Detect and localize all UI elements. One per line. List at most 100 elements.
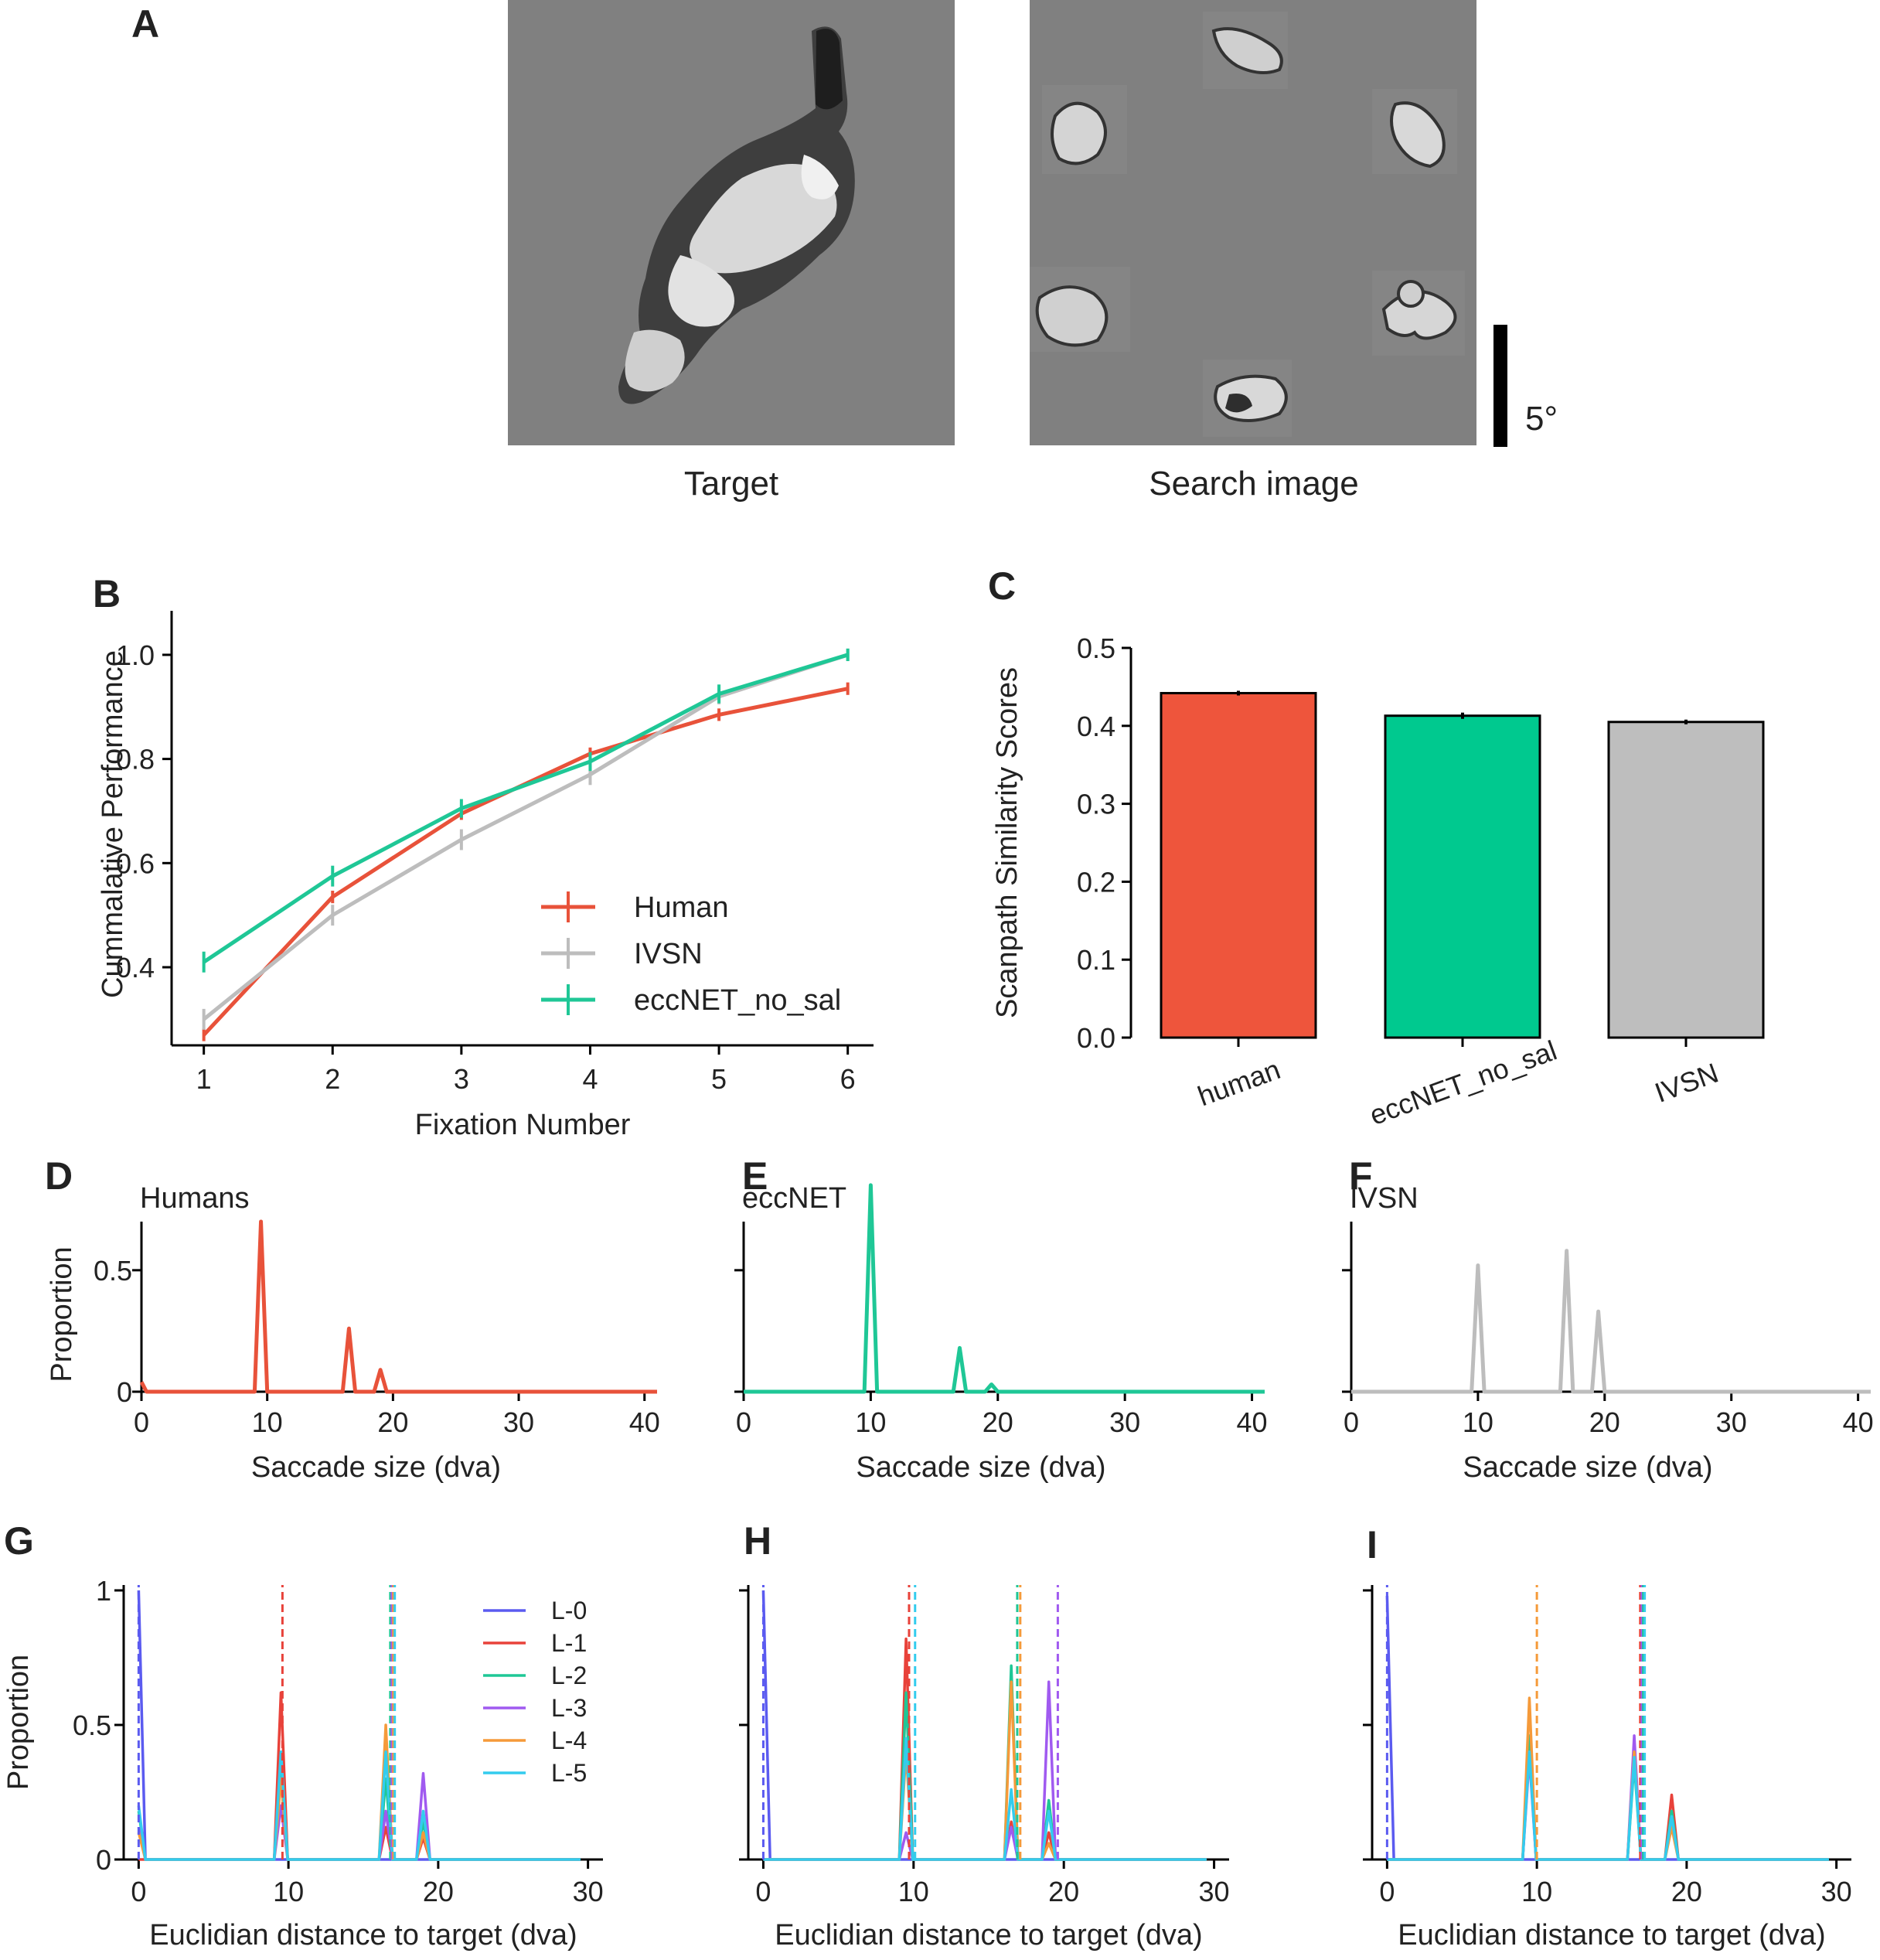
chart-g-distance-humans: 0 10 20 30 0 0.5 1 Euclidian distance to target…: [2, 1575, 604, 1951]
y-tick-label: 0: [96, 1844, 111, 1876]
x-tick-label: 4: [582, 1063, 598, 1095]
legend-label-ivsn: IVSN: [634, 938, 703, 970]
x-tick-label: 20: [377, 1406, 408, 1438]
y-tick-label: 0.8: [116, 744, 155, 775]
x-tick-label: 10: [252, 1406, 283, 1438]
object-upper-left: [1042, 85, 1127, 174]
chart-c-scanpath-similarity: 0.0 0.1 0.2 0.3 0.4 0.5 Scanpath Similarity Sc…: [991, 632, 1765, 1131]
x-tick-label: 20: [1589, 1406, 1620, 1438]
series-line-L-2: [1387, 1734, 1829, 1861]
x-tick-label: 10: [855, 1406, 886, 1438]
x-tick-label: 30: [503, 1406, 534, 1438]
panel-title: Humans: [140, 1182, 250, 1215]
series-line-L-0: [137, 1590, 581, 1861]
x-tick-label: 6: [840, 1063, 856, 1095]
series-line-L-4: [763, 1680, 1207, 1861]
x-tick-label: 0: [134, 1406, 149, 1438]
panel-letter-d: D: [45, 1154, 73, 1198]
x-tick-label: 30: [1199, 1876, 1230, 1907]
x-tick-label: 5: [711, 1063, 727, 1095]
series-line-ivsn: [1351, 1249, 1871, 1394]
legend-label-L-5: L-5: [551, 1759, 587, 1787]
series-line-L-3: [1387, 1734, 1829, 1861]
x-axis-label: Saccade size (dva): [251, 1451, 501, 1484]
x-tick-label: 2: [325, 1063, 340, 1095]
x-tick-label: 10: [273, 1876, 304, 1907]
object-top: [1203, 12, 1288, 89]
chart-h-distance-eccnet: 0 10 20 30 Euclidian distance to target (dva…: [739, 1585, 1230, 1951]
series-line-L-5: [1387, 1750, 1829, 1861]
x-axis-label: Saccade size (dva): [856, 1451, 1105, 1484]
x-tick-label: 0: [131, 1876, 146, 1907]
panel-letter-f: F: [1349, 1154, 1373, 1198]
series-line-eccnet: [203, 653, 849, 964]
bar-eccNET_no_sal: [1384, 714, 1541, 1039]
panel-letter-i: I: [1367, 1523, 1378, 1566]
x-tick-label: 20: [983, 1406, 1013, 1438]
y-tick-label: 0.1: [1077, 944, 1115, 976]
series-line-ivsn: [203, 653, 849, 1021]
x-tick-label: 40: [1843, 1406, 1874, 1438]
series-line-L-5: [763, 1737, 1207, 1861]
legend-label-L-0: L-0: [551, 1597, 587, 1624]
y-tick-label: 0.4: [1077, 711, 1115, 742]
search-caption: Search image: [1149, 465, 1358, 503]
bar-IVSN: [1607, 721, 1765, 1039]
target-image: [508, 0, 955, 445]
x-tick-label: 40: [1237, 1406, 1268, 1438]
y-tick-label: 0.4: [116, 952, 155, 983]
y-axis-label: Cummalative Performance: [97, 650, 129, 998]
y-tick-label: 0.0: [1077, 1022, 1115, 1054]
y-axis-label: Proportion: [2, 1655, 35, 1790]
target-caption: Target: [684, 465, 778, 503]
series-line-L-3: [137, 1771, 581, 1861]
y-tick-label: 0.5: [1077, 632, 1115, 664]
y-tick-label: 1: [96, 1575, 111, 1607]
panel-letter-a: A: [131, 2, 159, 46]
x-tick-label: 20: [1671, 1876, 1702, 1907]
y-tick-label: 0.5: [73, 1709, 111, 1741]
series-line-L-4: [1387, 1696, 1829, 1861]
series-line-L-2: [763, 1664, 1207, 1861]
scale-bar-label: 5°: [1525, 400, 1558, 438]
object-upper-right: [1372, 89, 1457, 174]
x-tick-label: 30: [573, 1876, 604, 1907]
legend-label-L-2: L-2: [551, 1662, 587, 1689]
series-line-L-1: [763, 1637, 1207, 1861]
x-tick-label: IVSN: [1650, 1057, 1722, 1109]
x-axis-label: Euclidian distance to target (dva): [1398, 1919, 1825, 1951]
chart-b-cumulative-performance: 1 2 3 4 5 6 0.4 0.6 0.8 1.0 Fixation Number Cummala…: [97, 611, 874, 1141]
object-lower-right: [1372, 271, 1465, 356]
x-axis-label: Fixation Number: [415, 1109, 631, 1141]
chart-f-ivsn-saccade: 0 10 20 30 40 Saccade size (dva) IVSN: [1342, 1182, 1874, 1484]
y-tick-label: 1.0: [116, 639, 155, 671]
series-line-human: [139, 1219, 657, 1394]
object-bottom: [1203, 360, 1292, 437]
search-image: [1030, 0, 1476, 445]
x-tick-label: 10: [1521, 1876, 1552, 1907]
panel-letter-h: H: [744, 1519, 771, 1563]
cat-target-picture: [618, 26, 855, 404]
x-tick-label: eccNET_no_sal: [1365, 1035, 1561, 1131]
series-line-L-5: [137, 1750, 581, 1861]
y-tick-label: 0.6: [116, 847, 155, 879]
y-tick-label: 0.3: [1077, 789, 1115, 820]
series-line-human: [202, 687, 849, 1037]
legend-label-L-3: L-3: [551, 1694, 587, 1722]
series-line-L-1: [138, 1691, 581, 1861]
y-tick-label: 0.2: [1077, 866, 1115, 898]
legend-label-eccnet: eccNET_no_sal: [634, 984, 841, 1017]
x-tick-label: 40: [629, 1406, 660, 1438]
x-tick-label: 0: [755, 1876, 771, 1907]
x-tick-label: 0: [736, 1406, 751, 1438]
x-tick-label: 20: [423, 1876, 454, 1907]
chart-e-eccnet-saccade: 0 10 20 30 40 Saccade size (dva) eccNET: [734, 1182, 1268, 1484]
series-line-L-0: [761, 1590, 1207, 1861]
x-tick-label: 10: [1463, 1406, 1493, 1438]
series-line-L-3: [763, 1680, 1207, 1861]
series-line-L-4: [137, 1723, 581, 1861]
x-tick-label: 10: [898, 1876, 929, 1907]
object-lower-left: [1030, 267, 1130, 352]
x-tick-label: 0: [1344, 1406, 1359, 1438]
